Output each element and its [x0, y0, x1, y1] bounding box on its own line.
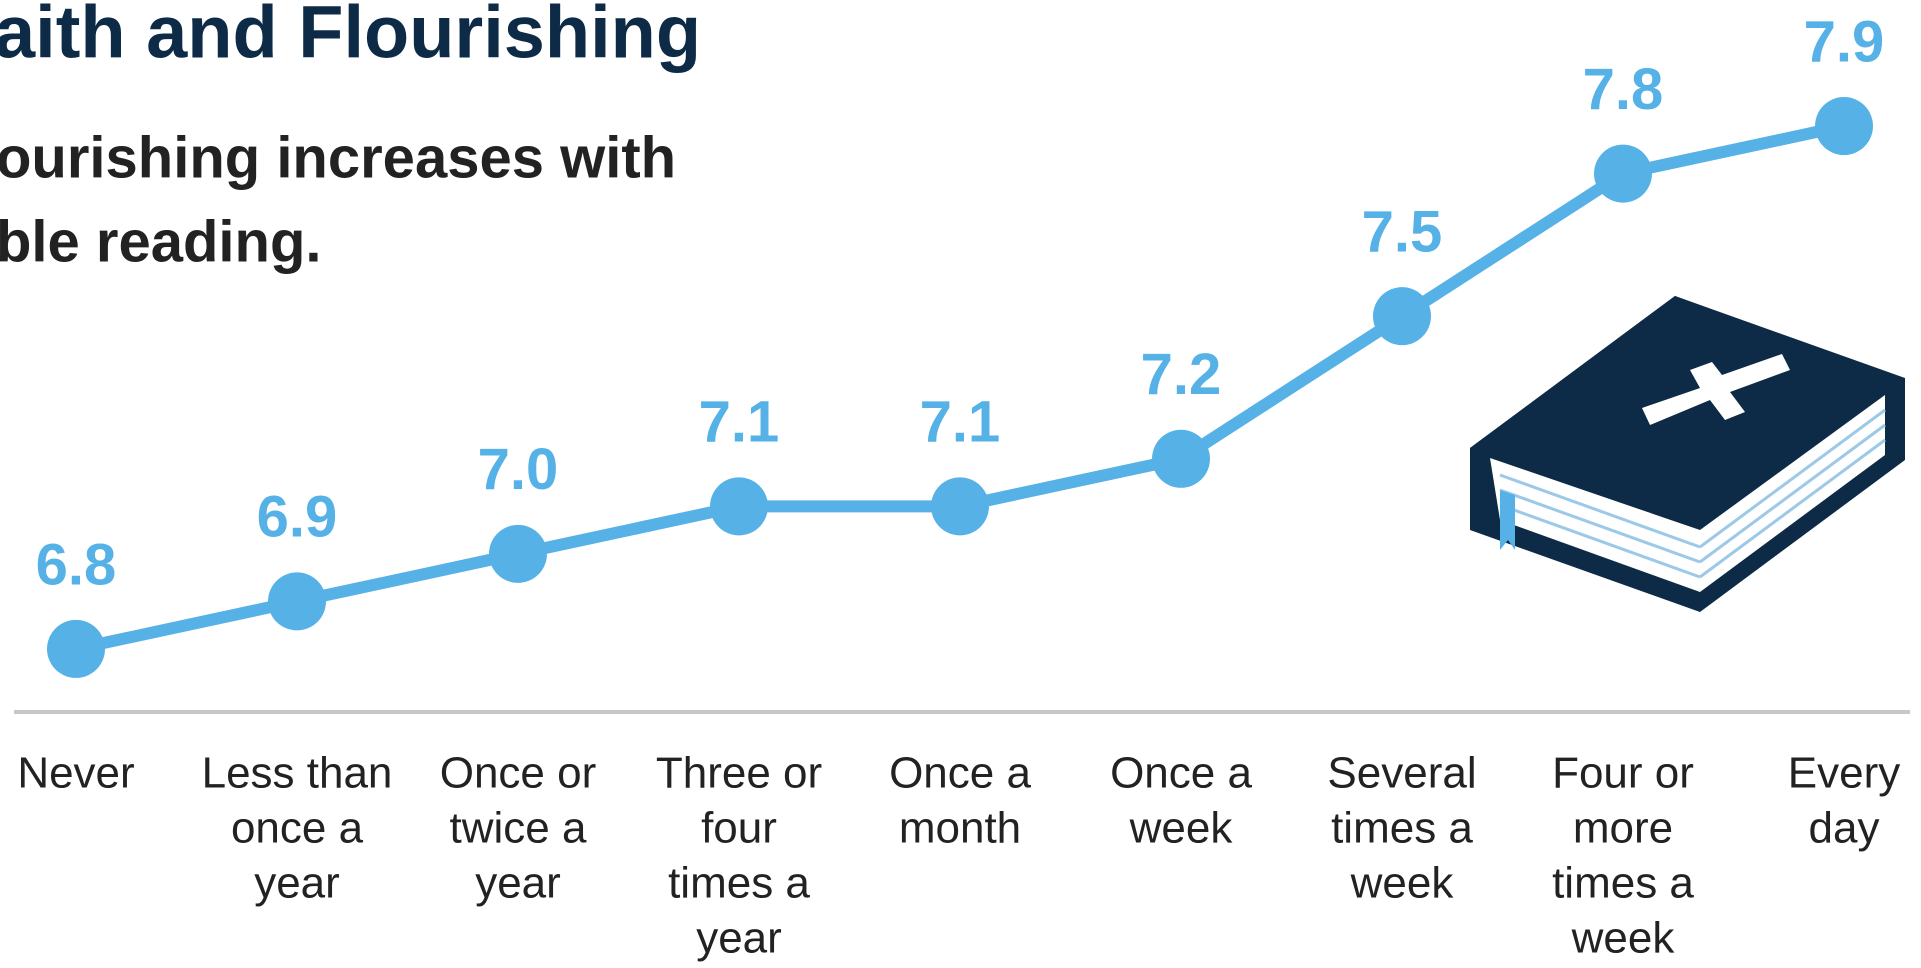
x-tick-label: Once or [440, 749, 597, 798]
x-tick-label: once a [231, 804, 364, 853]
x-tick-label: times a [1331, 804, 1473, 853]
x-tick-label: Four or [1552, 749, 1694, 798]
x-tick-label: week [1571, 914, 1676, 963]
x-tick-label: day [1809, 804, 1880, 853]
x-tick-label: week [1350, 859, 1455, 908]
data-label: 7.8 [1583, 57, 1664, 122]
x-tick-label: four [701, 804, 777, 853]
chart-subtitle: ble reading. [0, 209, 322, 274]
data-label: 7.0 [478, 437, 559, 502]
data-label: 7.9 [1804, 9, 1885, 74]
data-label: 7.1 [699, 390, 780, 455]
marker [1594, 144, 1652, 203]
x-tick-label: times a [1552, 859, 1694, 908]
x-tick-label: year [696, 914, 782, 963]
x-tick-label: Never [17, 749, 134, 798]
data-label: 7.5 [1362, 200, 1443, 265]
data-label: 7.1 [920, 390, 1001, 455]
x-tick-label: times a [668, 859, 810, 908]
x-tick-label: Every [1788, 749, 1900, 798]
x-tick-label: month [899, 804, 1021, 853]
x-tick-label: more [1573, 804, 1673, 853]
x-tick-label: Once a [889, 749, 1031, 798]
x-tick-label: twice a [450, 804, 587, 853]
x-tick-label: Three or [656, 749, 822, 798]
marker [931, 477, 989, 536]
marker [489, 524, 547, 583]
data-label: 7.2 [1141, 342, 1222, 407]
bible-icon [1470, 296, 1905, 612]
marker [268, 572, 326, 631]
marker [1815, 97, 1873, 156]
x-tick-label: year [475, 859, 561, 908]
marker [1152, 429, 1210, 488]
marker [1373, 287, 1431, 346]
marker [710, 477, 768, 536]
data-label: 6.8 [36, 532, 117, 597]
x-tick-label: Less than [202, 749, 393, 798]
chart-subtitle: ourishing increases with [0, 125, 676, 190]
chart-title: aith and Flourishing [0, 0, 701, 74]
data-label: 6.9 [257, 485, 338, 550]
x-tick-label: week [1129, 804, 1234, 853]
x-tick-label: Once a [1110, 749, 1252, 798]
x-tick-label: year [254, 859, 340, 908]
x-tick-label: Several [1327, 749, 1476, 798]
marker [47, 619, 105, 678]
